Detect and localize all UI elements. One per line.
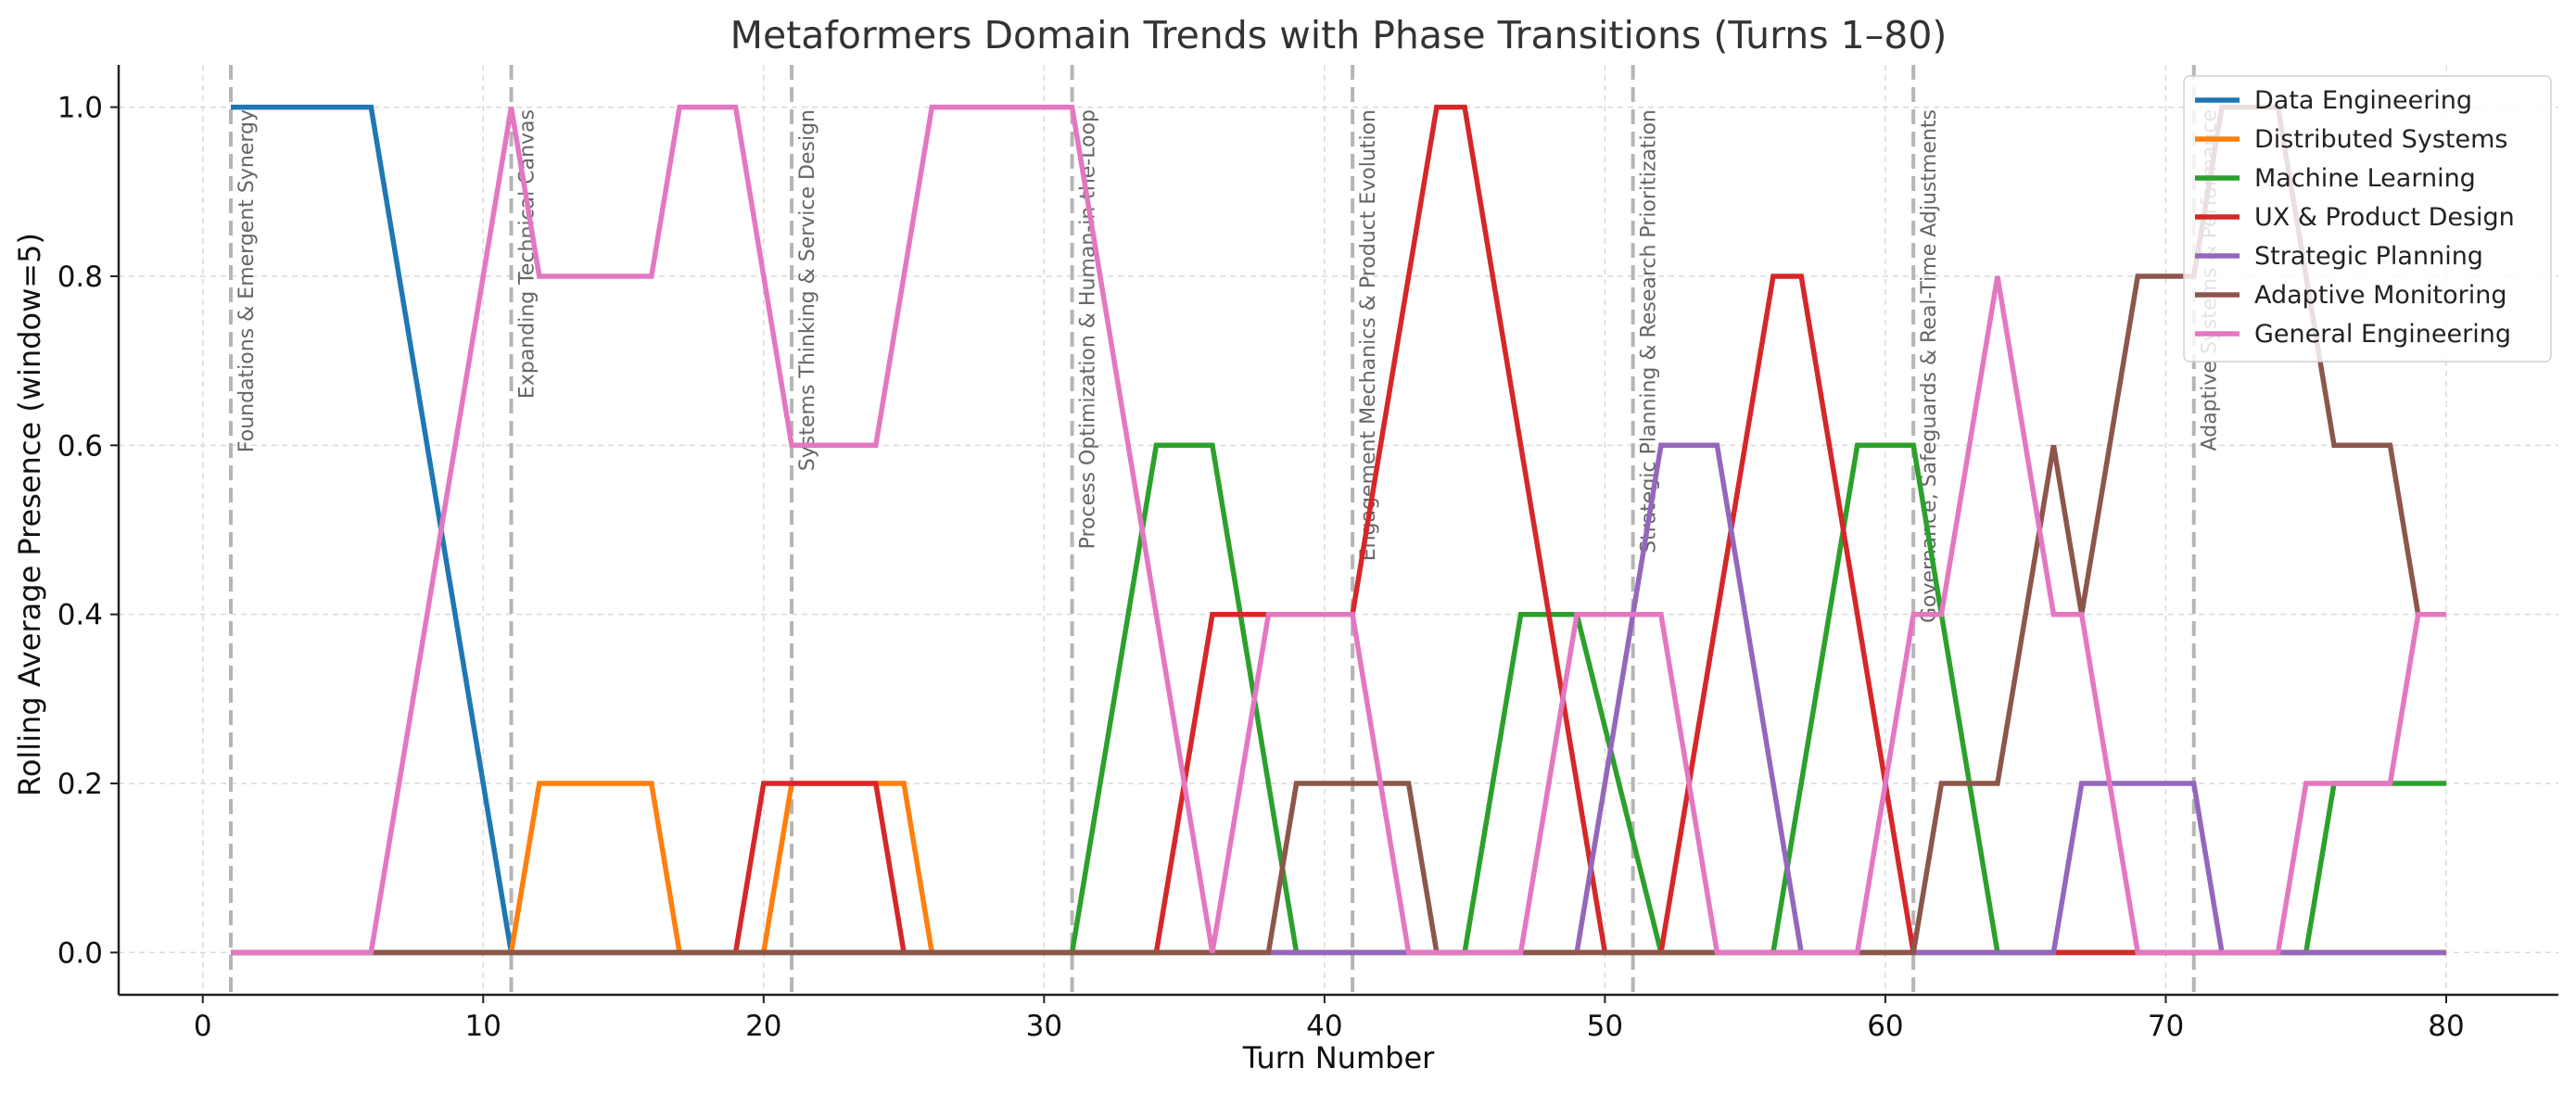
y-axis-label: Rolling Average Presence (window=5) <box>12 233 47 796</box>
x-tick-label: 10 <box>465 1010 501 1043</box>
x-tick-label: 80 <box>2428 1010 2464 1043</box>
legend-label: Strategic Planning <box>2254 242 2483 271</box>
legend-label: General Engineering <box>2254 320 2511 349</box>
phase-label: Engagement Mechanics & Product Evolution <box>1357 109 1380 561</box>
y-tick-label: 0.4 <box>57 599 103 632</box>
phase-label: Process Optimization & Human-in-the-Loop <box>1077 109 1100 549</box>
series-line <box>231 104 2446 956</box>
legend-label: UX & Product Design <box>2254 203 2515 232</box>
x-tick-label: 40 <box>1306 1010 1342 1043</box>
legend-label: Adaptive Monitoring <box>2254 281 2506 310</box>
x-tick-label: 70 <box>2148 1010 2184 1043</box>
y-tick-label: 0.6 <box>57 429 103 463</box>
x-axis-label: Turn Number <box>1242 1040 1435 1075</box>
phase-label: Foundations & Emergent Synergy <box>235 109 259 452</box>
legend-label: Distributed Systems <box>2254 125 2507 154</box>
legend-label: Data Engineering <box>2254 86 2472 115</box>
legend-box <box>2183 75 2552 363</box>
axes <box>110 65 2558 1003</box>
phase-label: Systems Thinking & Service Design <box>796 109 819 471</box>
x-tick-label: 60 <box>1867 1010 1903 1043</box>
x-tick-label: 50 <box>1587 1010 1623 1043</box>
phase-label: Strategic Planning & Research Prioritiza… <box>1638 109 1661 553</box>
x-tick-label: 0 <box>194 1010 212 1043</box>
x-tick-label: 20 <box>745 1010 781 1043</box>
legend: Data Engineering Distributed Systems Machi… <box>2183 75 2552 363</box>
y-tick-label: 1.0 <box>57 92 103 125</box>
x-tick-label: 30 <box>1026 1010 1062 1043</box>
y-tick-label: 0.8 <box>57 261 103 294</box>
series-line <box>231 104 2446 956</box>
y-tick-label: 0.0 <box>57 936 103 970</box>
chart-title: Metaformers Domain Trends with Phase Tra… <box>730 13 1948 57</box>
series-line <box>231 442 2446 956</box>
y-tick-label: 0.2 <box>57 768 103 801</box>
legend-label: Machine Learning <box>2254 164 2476 193</box>
tick-labels: 0 10 20 30 40 50 60 70 80 0.0 0.2 0.4 0.6 0.8 1.0 <box>57 92 2465 1043</box>
series-lines <box>231 104 2446 956</box>
